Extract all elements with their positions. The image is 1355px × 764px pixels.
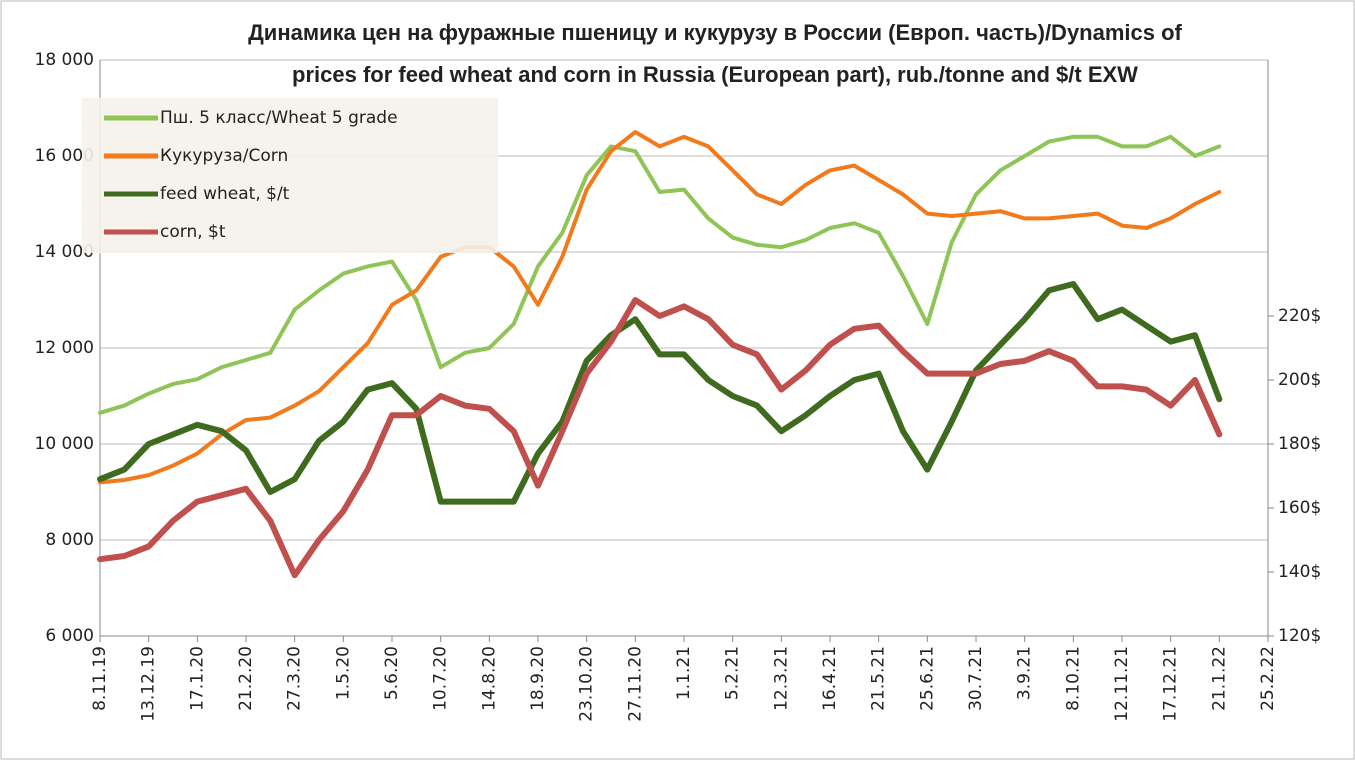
x-tick-label: 13.12.19 [139,646,159,722]
y2-tick-label: 180$ [1278,434,1321,454]
series-line [97,281,1223,505]
x-tick-label: 14.8.20 [479,646,499,711]
x-tick-label: 17.1.20 [187,646,207,711]
y-tick-label: 18 000 [35,50,94,70]
series-line [98,130,1222,485]
x-tick-label: 12.11.21 [1112,646,1132,722]
y-tick-label: 6 000 [45,626,94,646]
y-tick-label: 12 000 [35,338,94,358]
x-tick-label: 16.4.21 [820,646,840,711]
x-tick-label: 8.11.19 [90,646,110,711]
y-tick-label: 10 000 [35,434,94,454]
x-tick-label: 5.2.21 [723,646,743,700]
y2-tick-label: 200$ [1278,370,1321,390]
legend-label: Пш. 5 класс/Wheat 5 grade [160,108,398,128]
y2-tick-label: 120$ [1278,626,1321,646]
x-tick-label: 25.2.22 [1258,646,1278,711]
series-line [98,134,1222,415]
y2-tick-label: 160$ [1278,498,1321,518]
x-tick-label: 1.5.20 [333,646,353,700]
x-tick-label: 17.12.21 [1161,646,1181,722]
chart-title: Динамика цен на фуражные пшеницу и кукур… [248,20,1182,45]
legend-box [82,98,498,253]
y2-tick-label: 220$ [1278,306,1321,326]
x-tick-label: 21.2.20 [236,646,256,711]
legend-label: Кукуруза/Corn [160,146,288,166]
legend-label: corn, $t [160,222,226,242]
x-tick-label: 27.11.20 [625,646,645,722]
x-tick-label: 21.5.21 [869,646,889,711]
x-tick-label: 23.10.20 [577,646,597,722]
x-tick-label: 3.9.21 [1015,646,1035,700]
x-tick-label: 27.3.20 [285,646,305,711]
x-tick-label: 5.6.20 [382,646,402,700]
x-tick-label: 10.7.20 [431,646,451,711]
legend-label: feed wheat, $/t [160,184,290,204]
chart-title: prices for feed wheat and corn in Russia… [292,62,1138,87]
x-tick-label: 30.7.21 [966,646,986,711]
series-line [97,297,1223,579]
x-tick-label: 1.1.21 [674,646,694,700]
y-tick-label: 8 000 [45,530,94,550]
y-tick-label: 16 000 [35,146,94,166]
y-tick-label: 14 000 [35,242,94,262]
y2-tick-label: 140$ [1278,562,1321,582]
x-tick-label: 18.9.20 [528,646,548,711]
x-tick-label: 21.1.22 [1209,646,1229,711]
x-tick-label: 25.6.21 [917,646,937,711]
x-tick-label: 8.10.21 [1063,646,1083,711]
x-tick-label: 12.3.21 [771,646,791,711]
